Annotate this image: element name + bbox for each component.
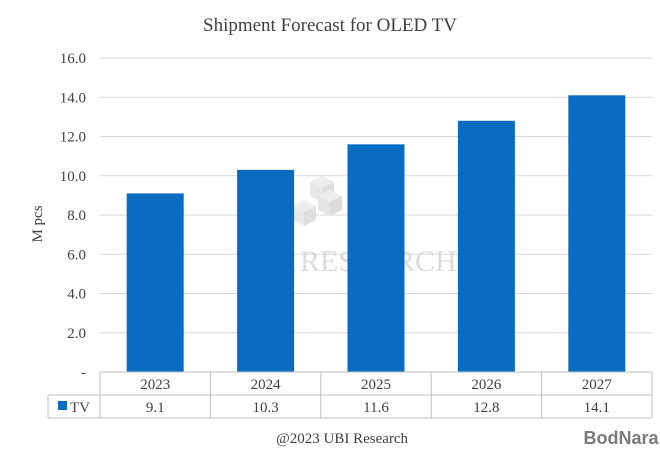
data-table: 2023 9.1 2024 10.3 2025 11.6 2026 12.8 2027 14.1 T… (47, 371, 653, 419)
data-value-label: 9.1 (146, 400, 165, 416)
y-axis-label: M pcs (30, 205, 46, 242)
y-tick-label: 12.0 (60, 130, 86, 146)
bar-2027 (568, 95, 626, 372)
x-category-label: 2026 (471, 377, 502, 393)
y-tick-label: 10.0 (60, 169, 86, 185)
bar-2026 (457, 120, 515, 372)
x-category-label: 2023 (140, 377, 170, 393)
bar-2024 (237, 169, 295, 372)
data-value-label: 12.8 (473, 400, 499, 416)
y-tick-label: 4.0 (67, 287, 86, 303)
data-value-label: 10.3 (252, 400, 278, 416)
x-category-label: 2027 (582, 377, 613, 393)
copyright-credit: @2023 UBI Research (276, 431, 409, 447)
bars (126, 95, 626, 372)
legend-label: TV (70, 400, 90, 416)
legend-swatch (58, 401, 67, 410)
y-tick-label: - (81, 365, 86, 381)
x-category-label: 2024 (251, 377, 282, 393)
y-tick-label: 8.0 (67, 208, 86, 224)
x-category-label: 2025 (361, 377, 391, 393)
y-tick-label: 6.0 (67, 247, 86, 263)
brand-logo: BodNara (583, 428, 659, 448)
bar-2025 (347, 144, 405, 372)
data-value-label: 14.1 (584, 400, 610, 416)
y-tick-label: 14.0 (60, 90, 86, 106)
bar-2023 (126, 193, 184, 372)
y-axis-ticks: - 2.0 4.0 6.0 8.0 10.0 12.0 14.0 16.0 (60, 51, 86, 381)
watermark-cube-icon (292, 176, 342, 226)
data-value-label: 11.6 (363, 400, 389, 416)
chart-title: Shipment Forecast for OLED TV (203, 15, 457, 36)
y-tick-label: 16.0 (60, 51, 86, 67)
y-tick-label: 2.0 (67, 326, 86, 342)
